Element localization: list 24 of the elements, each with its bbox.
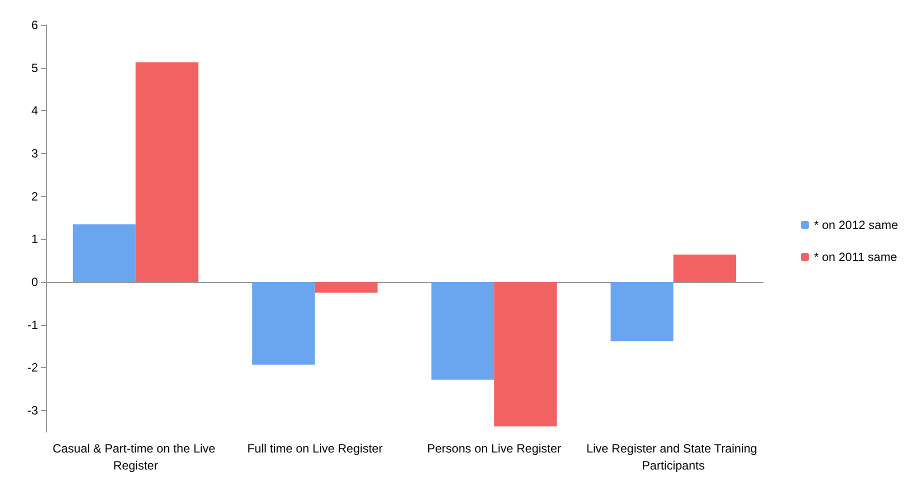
bar	[431, 282, 494, 380]
bar	[494, 282, 557, 426]
y-tick-label: 2	[31, 189, 38, 204]
y-tick-label: -1	[27, 318, 38, 332]
x-tick-label: Full time on Live Register	[247, 442, 383, 456]
y-tick-label: 4	[31, 104, 38, 118]
bar	[136, 62, 198, 282]
x-tick-label: Persons on Live Register	[427, 442, 562, 456]
bar	[72, 224, 136, 282]
bar	[673, 254, 736, 282]
y-tick-label: 3	[31, 146, 38, 161]
y-tick-label: 0	[31, 275, 38, 290]
bar	[314, 282, 378, 293]
bar	[252, 282, 315, 365]
y-tick-label: 5	[31, 60, 38, 75]
x-tick-label: Live Register and State Training Participants	[586, 442, 760, 472]
x-tick-label: Casual & Part-time on the Live Register	[52, 442, 219, 472]
legend-label: * on 2011 same	[814, 250, 898, 264]
bar	[610, 282, 674, 342]
y-tick-label: 1	[31, 232, 38, 246]
y-tick-label: -2	[27, 360, 38, 375]
legend-label: * on 2012 same	[814, 218, 898, 232]
y-tick-label: -3	[27, 404, 38, 418]
y-tick-label: 6	[31, 18, 38, 32]
